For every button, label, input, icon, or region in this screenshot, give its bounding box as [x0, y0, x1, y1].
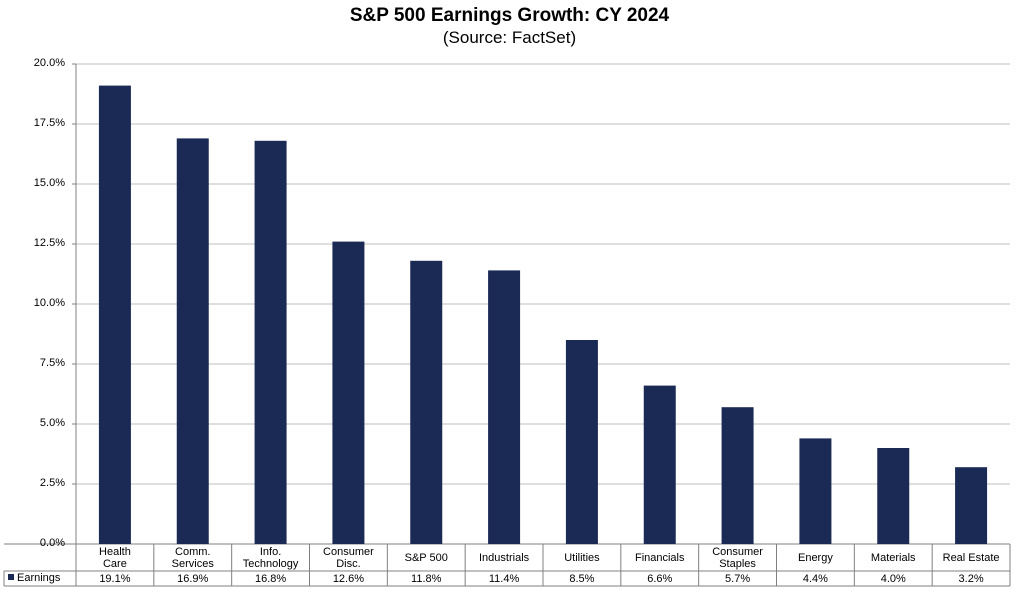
- legend-entry: Earnings: [8, 572, 60, 584]
- legend-swatch: [8, 574, 14, 580]
- category-label: Comm. Services: [171, 546, 214, 570]
- chart-subtitle: (Source: FactSet): [442, 28, 577, 47]
- y-tick-label: 12.5%: [33, 237, 65, 249]
- bar: [410, 260, 443, 544]
- data-value-label: 8.5%: [569, 573, 595, 585]
- bar: [332, 241, 365, 544]
- data-value-label: 11.4%: [488, 573, 520, 585]
- data-value-label: 12.6%: [332, 573, 365, 585]
- category-label: Consumer Disc.: [323, 546, 374, 570]
- data-value-label: 19.1%: [99, 573, 131, 585]
- y-tick-label: 2.5%: [39, 477, 65, 489]
- y-tick-label: 7.5%: [39, 357, 65, 369]
- bar: [877, 448, 910, 544]
- y-tick-label: 10.0%: [33, 297, 65, 309]
- bar: [721, 407, 754, 544]
- data-value-label: 5.7%: [725, 573, 751, 585]
- legend-label: Earnings: [17, 572, 61, 584]
- bar: [565, 340, 598, 544]
- data-value-label: 4.4%: [802, 573, 828, 585]
- bar: [643, 385, 676, 544]
- category-label: Health Care: [99, 546, 131, 570]
- y-tick-label: 5.0%: [39, 417, 65, 429]
- data-value-label: 3.2%: [958, 573, 984, 585]
- bar: [488, 270, 521, 544]
- data-value-label: 16.8%: [254, 573, 287, 585]
- y-tick-label: 15.0%: [33, 177, 65, 189]
- y-tick-label: 20.0%: [33, 57, 65, 69]
- bar: [98, 85, 131, 544]
- category-label: Real Estate: [942, 552, 1000, 564]
- category-label: Financials: [634, 552, 685, 564]
- bar: [254, 140, 287, 545]
- category-label: Energy: [797, 552, 833, 564]
- category-label: Industrials: [479, 552, 530, 564]
- category-label: Materials: [870, 552, 916, 564]
- category-label: S&P 500: [404, 552, 448, 564]
- bar: [955, 467, 988, 544]
- category-label: Utilities: [564, 552, 600, 564]
- data-value-label: 16.9%: [177, 573, 209, 585]
- category-label: Info. Technology: [242, 546, 299, 570]
- bar: [799, 438, 832, 544]
- chart-title: S&P 500 Earnings Growth: CY 2024: [349, 5, 670, 26]
- data-value-label: 4.0%: [880, 573, 906, 585]
- data-value-label: 11.8%: [411, 573, 442, 585]
- y-tick-label: 0.0%: [39, 537, 65, 549]
- y-tick-label: 17.5%: [33, 117, 65, 129]
- bar: [176, 138, 209, 544]
- category-label: Consumer Staples: [712, 546, 763, 570]
- data-value-label: 6.6%: [647, 573, 673, 585]
